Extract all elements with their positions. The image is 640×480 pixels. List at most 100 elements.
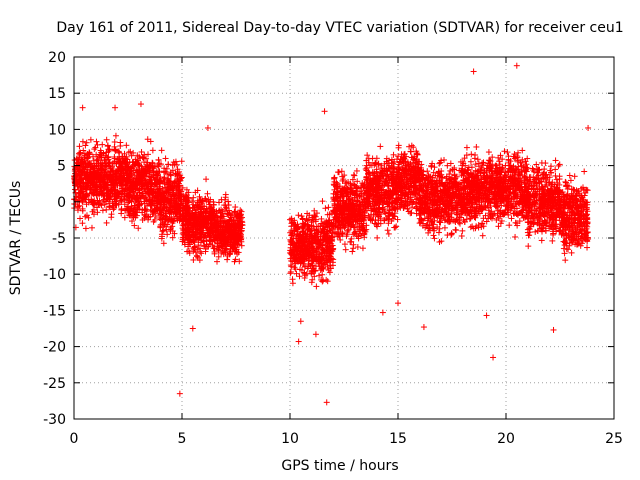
data-point xyxy=(120,170,127,177)
data-point xyxy=(77,159,84,166)
data-point xyxy=(441,224,448,231)
data-point xyxy=(106,200,113,207)
data-point xyxy=(83,139,90,146)
data-point xyxy=(112,132,119,139)
data-point xyxy=(117,139,124,146)
data-point xyxy=(103,136,110,143)
data-point xyxy=(94,183,101,190)
data-point xyxy=(120,158,127,165)
data-point xyxy=(322,205,329,212)
data-point xyxy=(85,151,92,158)
data-point xyxy=(82,184,89,191)
data-point xyxy=(84,179,91,186)
data-point xyxy=(107,204,114,211)
data-point xyxy=(119,165,126,172)
data-point xyxy=(96,190,103,197)
data-point xyxy=(121,196,128,203)
data-point xyxy=(94,167,101,174)
data-point xyxy=(104,176,111,183)
data-point xyxy=(84,155,91,162)
data-point xyxy=(364,152,371,159)
data-point xyxy=(82,196,89,203)
data-point xyxy=(74,159,81,166)
data-point xyxy=(319,198,326,205)
data-point xyxy=(101,173,108,180)
data-point xyxy=(76,143,83,150)
data-point xyxy=(87,136,94,143)
data-point xyxy=(107,168,114,175)
data-point xyxy=(287,268,294,275)
data-point xyxy=(109,190,116,197)
data-point xyxy=(431,235,438,242)
data-point xyxy=(98,162,105,169)
data-point xyxy=(83,201,90,208)
data-point xyxy=(384,227,391,234)
data-point xyxy=(178,158,185,165)
data-point xyxy=(323,276,330,283)
data-point xyxy=(82,142,89,149)
data-point xyxy=(95,157,102,164)
data-point xyxy=(394,216,401,223)
data-point xyxy=(459,227,466,234)
data-point xyxy=(96,174,103,181)
data-point xyxy=(91,146,98,153)
data-point xyxy=(110,185,117,192)
data-point xyxy=(349,248,356,255)
data-point xyxy=(71,157,78,164)
data-point xyxy=(82,225,89,232)
data-point xyxy=(119,153,126,160)
data-point xyxy=(94,209,101,216)
data-point xyxy=(76,215,83,222)
data-point xyxy=(341,241,348,248)
data-point xyxy=(81,152,88,159)
data-point xyxy=(106,194,113,201)
data-point xyxy=(350,245,357,252)
data-points xyxy=(71,62,592,406)
data-point xyxy=(112,172,119,179)
data-point xyxy=(100,198,107,205)
data-point xyxy=(77,149,84,156)
data-point xyxy=(342,246,349,253)
data-point xyxy=(123,160,130,167)
data-point xyxy=(115,201,122,208)
data-point xyxy=(88,224,95,231)
data-point xyxy=(287,270,294,277)
data-point xyxy=(324,278,331,285)
data-point xyxy=(94,156,101,163)
data-point xyxy=(108,211,115,218)
data-point xyxy=(79,199,86,206)
data-point xyxy=(463,144,470,151)
data-point xyxy=(79,138,86,145)
data-point xyxy=(110,177,117,184)
data-point xyxy=(424,168,431,175)
data-point xyxy=(140,154,147,161)
data-point xyxy=(82,164,89,171)
data-point xyxy=(429,224,436,231)
data-point xyxy=(109,182,116,189)
data-point xyxy=(94,141,101,148)
data-point xyxy=(165,161,172,168)
data-point xyxy=(81,191,88,198)
data-point xyxy=(293,270,300,277)
data-point xyxy=(87,171,94,178)
data-point xyxy=(79,220,86,227)
data-point xyxy=(95,200,102,207)
data-point xyxy=(115,163,122,170)
data-point xyxy=(101,185,108,192)
chart-title: Day 161 of 2011, Sidereal Day-to-day VTE… xyxy=(56,20,623,36)
data-point xyxy=(392,224,399,231)
data-point xyxy=(118,181,125,188)
grid xyxy=(74,57,614,419)
data-point xyxy=(101,196,108,203)
data-point xyxy=(106,147,113,154)
data-point xyxy=(135,225,142,232)
data-point xyxy=(408,142,415,149)
data-point xyxy=(89,208,96,215)
data-point xyxy=(88,170,95,177)
data-point xyxy=(80,168,87,175)
data-point xyxy=(123,142,130,149)
data-point xyxy=(111,146,118,153)
data-point xyxy=(103,206,110,213)
data-point xyxy=(325,204,332,211)
